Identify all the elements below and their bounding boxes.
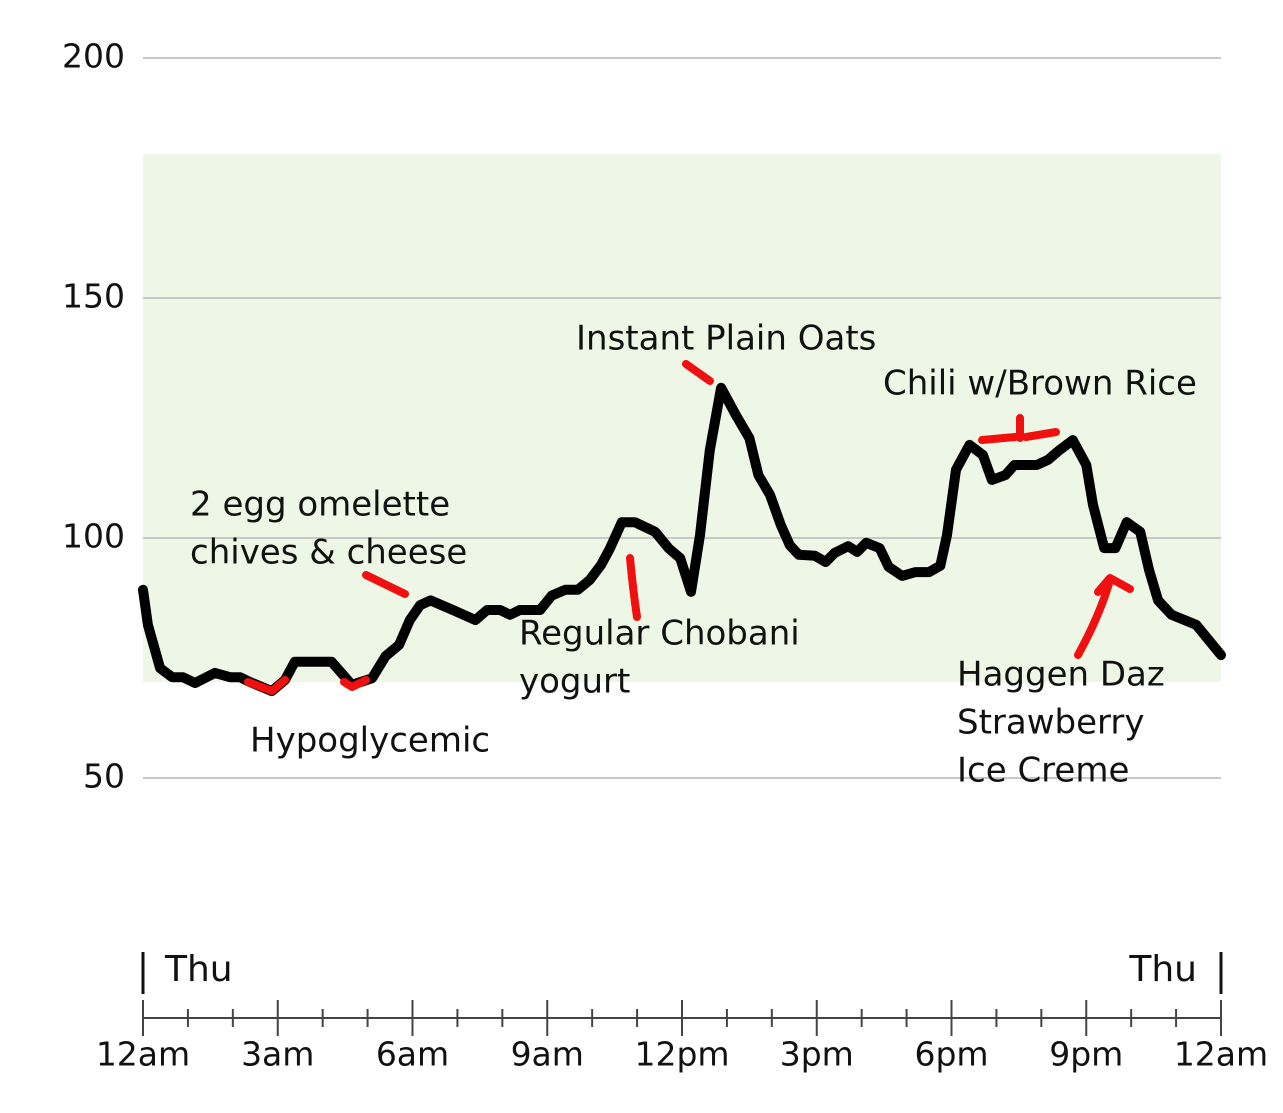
annotation: chives & cheese xyxy=(190,533,467,573)
annotation: Hypoglycemic xyxy=(250,721,490,761)
labels: 50 100 150 200 12am 3am 6am 9am 12pm 3pm 6pm 9pm 12a… xyxy=(62,37,1268,1074)
annotation: Instant Plain Oats xyxy=(576,319,876,359)
x-tick-label: 6pm xyxy=(914,1035,988,1074)
annotation: 2 egg omelette xyxy=(190,485,450,525)
annotation: Haggen Daz xyxy=(957,655,1165,695)
pointer xyxy=(626,554,641,621)
y-tick-label: 50 xyxy=(83,757,125,796)
y-tick-label: 200 xyxy=(62,37,125,76)
annotation-strokes xyxy=(244,360,1134,695)
hypo-highlight xyxy=(244,676,289,695)
arrow xyxy=(1074,574,1134,659)
plot-background xyxy=(143,57,1221,779)
x-tick-label: 9am xyxy=(511,1035,584,1074)
annotation: Chili w/Brown Rice xyxy=(883,364,1197,404)
day-label: Thu xyxy=(164,949,233,990)
x-tick-label: 12am xyxy=(96,1035,190,1074)
x-tick-label: 3pm xyxy=(780,1035,854,1074)
pointer xyxy=(682,360,714,385)
y-tick-label: 150 xyxy=(62,277,125,316)
x-tick-label: 12am xyxy=(1174,1035,1268,1074)
annotation: Strawberry xyxy=(957,703,1145,743)
target-range xyxy=(143,154,1221,682)
x-tick-label: 3am xyxy=(241,1035,314,1074)
annotation: Regular Chobani xyxy=(519,614,800,654)
x-tick-label: 9pm xyxy=(1049,1035,1123,1074)
annotation: yogurt xyxy=(519,662,630,702)
pointer xyxy=(362,571,409,598)
x-tick-label: 12pm xyxy=(634,1035,729,1074)
annotation: Ice Creme xyxy=(957,751,1129,791)
y-tick-label: 100 xyxy=(62,517,125,556)
bracket xyxy=(978,414,1060,444)
hypo-highlight xyxy=(340,676,370,691)
day-label: Thu xyxy=(1128,949,1197,990)
x-tick-label: 6am xyxy=(376,1035,449,1074)
